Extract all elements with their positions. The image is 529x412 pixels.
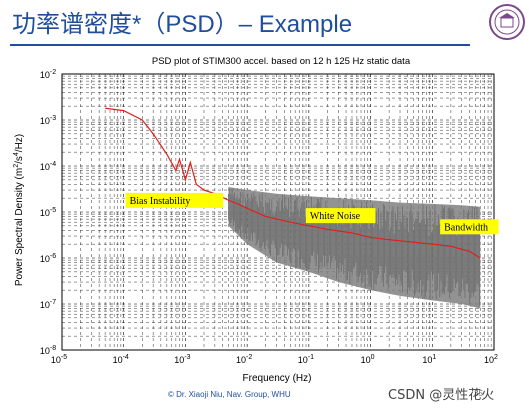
tick-label: 102 <box>484 354 498 365</box>
watermark: CSDN @灵性花火 <box>388 388 495 403</box>
tick-label: 10-5 <box>40 207 56 218</box>
chart-annotations: Bias Instability White Noise Bandwidth <box>125 192 499 235</box>
annotation-label: White Noise <box>310 211 361 222</box>
tick-label: 10-7 <box>40 299 56 310</box>
plot-frame <box>61 73 495 351</box>
smoothed-psd-line <box>105 107 481 259</box>
tick-label: 10-4 <box>40 161 56 172</box>
annotation-box <box>440 219 499 235</box>
tick-label: 10-1 <box>298 354 314 365</box>
tick-label: 101 <box>422 354 436 365</box>
tick-label: 10-6 <box>40 253 56 264</box>
annotation-label: Bias Instability <box>130 196 191 207</box>
tick-label: 10-4 <box>113 354 129 365</box>
tick-label: 10-8 <box>40 345 56 356</box>
title-divider <box>10 44 470 46</box>
annotation-box <box>125 192 224 208</box>
tick-label: 10-2 <box>236 354 252 365</box>
tick-label: 10-5 <box>51 354 67 365</box>
chart-title: PSD plot of STIM300 accel. based on 12 h… <box>152 56 411 67</box>
tick-label: 10-3 <box>40 115 56 126</box>
psd-chart: PSD plot of STIM300 accel. based on 12 h… <box>13 56 499 384</box>
tick-label: 100 <box>361 354 375 365</box>
annotation-box <box>305 208 376 224</box>
university-logo <box>489 4 525 40</box>
x-axis-label: Frequency (Hz) <box>243 373 312 384</box>
y-axis-label: Power Spectral Density (m2/s4/Hz) <box>13 134 25 286</box>
axis-ticks: 10-5 10-4 10-3 10-2 10-1 100 101 102 10-8 10-7 10-… <box>40 69 498 365</box>
slide-title: 功率谱密度*（PSD）– Example <box>12 11 353 38</box>
page-number: 35 <box>474 389 483 398</box>
footer-credit: © Dr. Xiaoji Niu, Nav. Group, WHU <box>168 390 291 399</box>
smoothed-psd-polyline <box>105 107 481 259</box>
tick-label: 10-3 <box>174 354 190 365</box>
annotation-label: Bandwidth <box>444 222 488 233</box>
raw-psd-band <box>228 186 481 309</box>
tick-label: 10-2 <box>40 69 56 80</box>
